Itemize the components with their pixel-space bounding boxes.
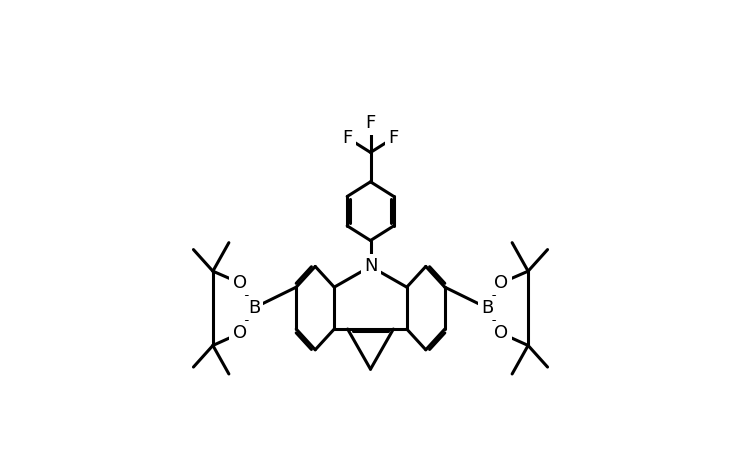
Text: B: B — [247, 299, 260, 317]
Text: O: O — [494, 274, 508, 292]
Text: F: F — [365, 114, 376, 132]
Text: B: B — [481, 299, 494, 317]
Text: F: F — [389, 129, 399, 147]
Text: O: O — [494, 324, 508, 342]
Text: O: O — [233, 324, 247, 342]
Text: O: O — [233, 274, 247, 292]
Text: F: F — [342, 129, 352, 147]
Text: N: N — [364, 257, 377, 276]
